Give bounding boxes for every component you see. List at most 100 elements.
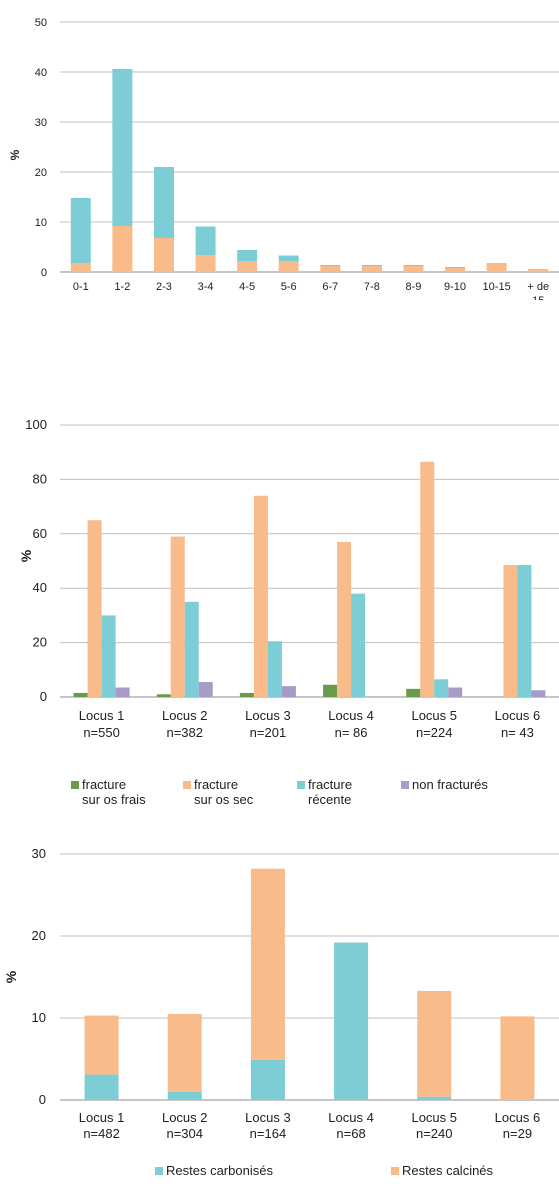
bar-segment [334,942,369,1100]
bar-segment [250,1059,285,1100]
x-tick-label: 1-2 [114,281,130,293]
bar-segment [403,266,424,272]
x-tick-label: 3-4 [198,281,214,293]
y-tick-label: 0 [41,267,47,279]
bar [351,593,366,697]
legend-label: Restes calcinés [402,1163,494,1178]
bar-segment [320,265,341,266]
x-tick-label: 7-8 [364,281,380,293]
legend-label: Restes carbonisés [166,1163,273,1178]
x-tick-label: 2-3 [156,281,172,293]
bar [448,687,463,697]
x-tick-label: 9-10 [444,281,466,293]
bar-segment [417,990,452,1097]
legend-swatch [401,781,409,789]
y-tick-label: 10 [32,1010,46,1025]
bar-segment [237,261,258,272]
y-tick-label: 20 [33,635,47,650]
bar-segment [500,1016,535,1100]
bar [170,536,185,697]
x-tick-label: Locus 2 n=304 [162,1110,208,1141]
bar [115,687,130,697]
bar [184,601,199,697]
bar-segment [445,268,466,272]
x-tick-label: Locus 6 n=29 [495,1110,541,1141]
x-tick-label: Locus 5 n=224 [411,708,457,740]
y-tick-label: 30 [32,846,46,861]
bar-segment [195,226,216,255]
legend-label: fracture récente [308,777,352,807]
y-tick-label: 0 [40,689,47,704]
legend-swatch [155,1167,163,1175]
x-tick-label: Locus 1 n=482 [79,1110,125,1141]
bar [267,641,282,697]
y-tick-label: 20 [35,167,47,179]
bar-segment [361,266,382,272]
x-tick-label: 6-7 [322,281,338,293]
legend-swatch [71,781,79,789]
x-tick-label: 4-5 [239,281,255,293]
x-tick-label: Locus 4 n= 86 [328,708,374,740]
bar-segment [112,69,133,226]
bar-segment [320,266,341,272]
y-tick-label: 60 [33,526,47,541]
bar [503,565,518,697]
bar [420,461,435,697]
chart-fracture-types-by-locus: 0 20 40 60 80 100% Locus 1 n=550 Locus 2 n=382 Loc… [18,417,559,807]
y-tick-label: 100 [25,417,47,432]
bar [434,679,449,697]
bar [198,682,213,697]
bar [281,686,296,697]
bar [156,694,171,697]
bar-segment [403,265,424,266]
y-tick-label: 80 [33,471,47,486]
bar [101,615,116,697]
legend-swatch [183,781,191,789]
bar-segment [167,1013,202,1092]
bar [517,565,532,697]
bar-segment [167,1091,202,1100]
bar-segment [278,261,299,272]
bar-segment [445,267,466,268]
bar [531,690,546,697]
bar-segment [361,265,382,266]
x-tick-label: 0-1 [73,281,89,293]
bar-segment [70,198,91,263]
x-tick-label: Locus 3 n=164 [245,1110,291,1141]
legend-label: fracture sur os sec [194,777,254,807]
bar-segment [153,238,174,272]
bar-segment [84,1074,119,1100]
x-tick-label: 5-6 [281,281,297,293]
x-tick-label: Locus 5 n=240 [411,1110,457,1141]
x-tick-label: Locus 1 n=550 [79,708,125,740]
bar [239,692,254,697]
bar-segment [237,250,258,261]
x-tick-label: Locus 4 n=68 [328,1110,374,1141]
x-tick-label: Locus 6 n= 43 [495,708,541,740]
bar-segment [70,263,91,272]
y-axis-title: % [8,149,22,160]
y-tick-label: 10 [35,217,47,229]
bar [337,541,352,697]
legend-swatch [297,781,305,789]
y-tick-label: 40 [35,67,47,79]
bar [253,495,268,697]
bar-segment [417,1096,452,1100]
bar [323,684,338,697]
bar-segment [112,226,133,272]
bar-segment [250,868,285,1060]
y-tick-label: 50 [35,17,47,29]
x-tick-label: 10-15 [483,281,511,293]
legend-label: fracture sur os frais [82,777,146,807]
bar-segment [153,167,174,238]
y-tick-label: 40 [33,580,47,595]
x-tick-label: Locus 3 n=201 [245,708,291,740]
bar [87,520,102,697]
y-axis-title: % [18,549,34,562]
bar-segment [528,269,549,272]
x-tick-label: + de15 [527,281,549,300]
legend-label: non fracturés [412,777,488,792]
legend-swatch [391,1167,399,1175]
chart-length-distribution: 0 10 20 30 40 50% 0-1 1-2 2-3 3-4 4-5 5-6 6-7 7-8 8-9 9… [8,17,559,300]
y-tick-label: 0 [39,1092,46,1107]
